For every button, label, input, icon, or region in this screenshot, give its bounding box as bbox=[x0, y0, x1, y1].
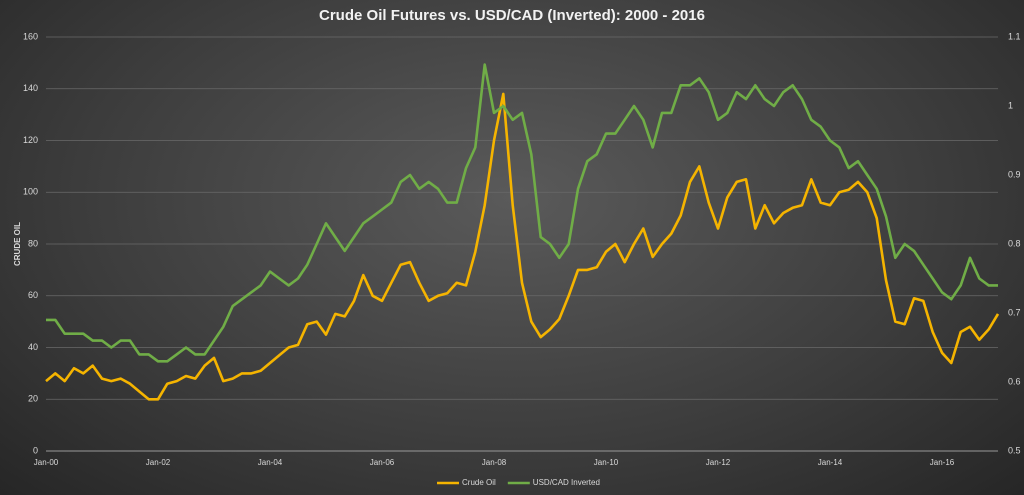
y2-tick-label: 0.5 bbox=[1008, 445, 1021, 455]
y-tick-label: 20 bbox=[28, 394, 38, 404]
series-line bbox=[45, 92, 1000, 401]
legend-label: Crude Oil bbox=[462, 478, 496, 487]
x-tick-label: Jan-00 bbox=[34, 458, 59, 467]
x-tick-label: Jan-10 bbox=[594, 458, 619, 467]
y2-tick-label: 1.1 bbox=[1008, 31, 1021, 41]
y-tick-label: 40 bbox=[28, 342, 38, 352]
y2-tick-label: 0.9 bbox=[1008, 169, 1021, 179]
y-tick-label: 60 bbox=[28, 290, 38, 300]
x-tick-label: Jan-16 bbox=[930, 458, 955, 467]
y-tick-label: 160 bbox=[23, 31, 38, 41]
y-tick-label: 0 bbox=[33, 445, 38, 455]
x-tick-label: Jan-04 bbox=[258, 458, 283, 467]
y2-tick-label: 0.7 bbox=[1008, 307, 1021, 317]
legend-label: USD/CAD Inverted bbox=[533, 478, 600, 487]
x-tick-label: Jan-06 bbox=[370, 458, 395, 467]
x-tick-label: Jan-02 bbox=[146, 458, 171, 467]
x-tick-label: Jan-14 bbox=[818, 458, 843, 467]
x-tick-label: Jan-12 bbox=[706, 458, 731, 467]
x-tick-label: Jan-08 bbox=[482, 458, 507, 467]
y2-tick-label: 0.6 bbox=[1008, 376, 1021, 386]
y-tick-label: 100 bbox=[23, 187, 38, 197]
y-tick-label: 120 bbox=[23, 135, 38, 145]
y2-tick-label: 1 bbox=[1008, 100, 1013, 110]
chart-title: Crude Oil Futures vs. USD/CAD (Inverted)… bbox=[319, 7, 705, 24]
y-tick-label: 80 bbox=[28, 238, 38, 248]
y-axis-label: CRUDE OIL bbox=[13, 222, 22, 266]
y-tick-label: 140 bbox=[23, 83, 38, 93]
y2-tick-label: 0.8 bbox=[1008, 238, 1021, 248]
series-line bbox=[46, 63, 998, 363]
